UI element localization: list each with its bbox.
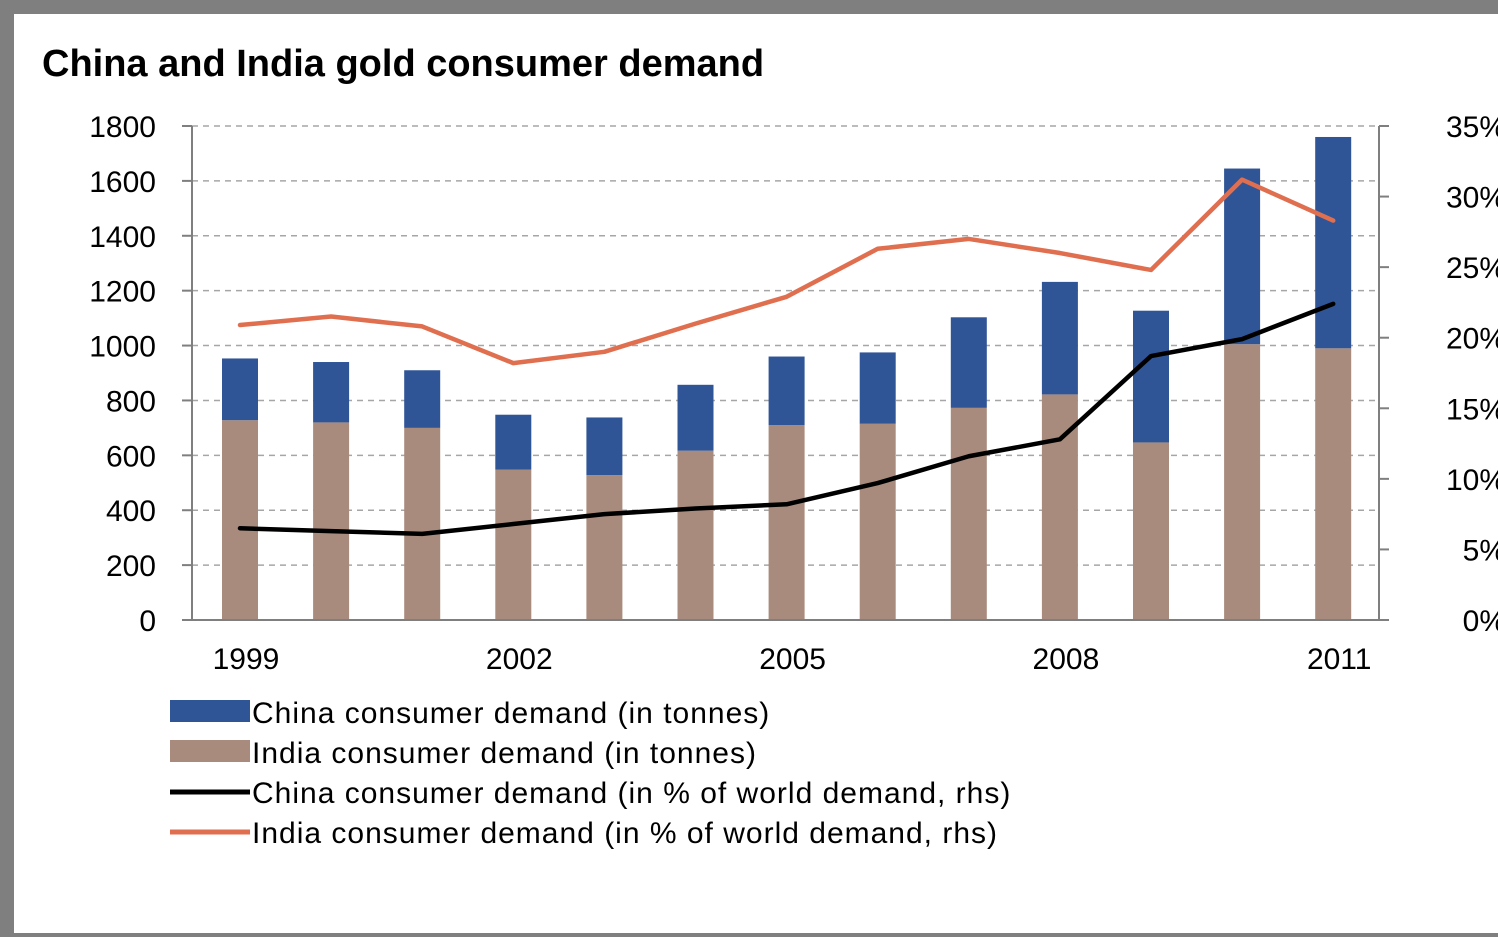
lines xyxy=(237,177,1336,537)
legend-swatch xyxy=(170,700,250,722)
x-tick-label: 2005 xyxy=(759,643,826,676)
bar-china xyxy=(404,370,441,428)
bar-china xyxy=(313,362,350,423)
bar-china xyxy=(495,414,532,470)
bar-china xyxy=(768,356,805,426)
bar-china xyxy=(677,384,714,451)
bar-india xyxy=(1224,344,1261,620)
bar-india xyxy=(1133,442,1169,620)
y-left-tick-label: 1600 xyxy=(89,166,156,199)
axes xyxy=(182,125,1389,621)
y-left-tick-label: 600 xyxy=(106,440,156,473)
legend-label: India consumer demand (in % of world dem… xyxy=(252,817,998,850)
y-left-tick-label: 1000 xyxy=(89,331,156,364)
bar-india xyxy=(495,469,532,620)
y-right-tick-label: 20% xyxy=(1446,323,1498,356)
line-india-share xyxy=(237,177,1336,366)
y-right-tick-label: 5% xyxy=(1463,534,1498,567)
bar-india xyxy=(313,422,350,620)
chart: China and India gold consumer demand 0 20… xyxy=(42,43,1498,850)
bar-china xyxy=(1133,310,1169,443)
bar-india xyxy=(768,425,805,620)
bar-china xyxy=(859,352,896,424)
y-right-tick-label: 30% xyxy=(1446,182,1498,215)
x-tick-label: 2002 xyxy=(486,643,553,676)
bar-india xyxy=(586,475,623,620)
bar-india xyxy=(222,420,258,620)
y-left-tick-label: 400 xyxy=(106,495,156,528)
y-left-tick-label: 0 xyxy=(139,605,156,638)
chart-title: China and India gold consumer demand xyxy=(42,43,764,85)
bar-china xyxy=(586,417,623,476)
bar-china xyxy=(1315,136,1352,349)
bar-china xyxy=(1041,281,1078,395)
legend: China consumer demand (in tonnes) India c… xyxy=(170,697,1011,850)
legend-label: China consumer demand (in % of world dem… xyxy=(252,777,1011,810)
line-china-share xyxy=(237,301,1336,537)
x-tick-label: 1999 xyxy=(213,643,280,676)
y-right-tick-label: 25% xyxy=(1446,252,1498,285)
tick-labels: 0 200 400 600 800 1000 1200 1400 1600 1800 0% 5% 10%… xyxy=(89,111,1498,676)
legend-label: China consumer demand (in tonnes) xyxy=(252,697,770,730)
y-left-tick-label: 1200 xyxy=(89,276,156,309)
legend-label: India consumer demand (in tonnes) xyxy=(252,737,757,770)
y-left-tick-label: 1400 xyxy=(89,221,156,254)
x-tick-label: 2008 xyxy=(1033,643,1100,676)
bar-india xyxy=(677,450,714,620)
bar-india xyxy=(950,407,987,620)
y-left-tick-label: 800 xyxy=(106,385,156,418)
y-right-tick-label: 0% xyxy=(1463,605,1498,638)
y-right-tick-label: 10% xyxy=(1446,464,1498,497)
legend-swatch xyxy=(170,740,250,762)
bar-india xyxy=(404,427,441,620)
y-left-tick-label: 1800 xyxy=(89,111,156,144)
bar-china xyxy=(222,358,258,421)
bar-india xyxy=(1041,394,1078,620)
y-right-tick-label: 15% xyxy=(1446,393,1498,426)
bar-india xyxy=(1315,348,1352,620)
x-tick-label: 2011 xyxy=(1307,643,1372,676)
bar-china xyxy=(950,317,987,408)
bar-india xyxy=(859,423,896,620)
bars xyxy=(222,136,1352,620)
y-right-tick-label: 35% xyxy=(1446,111,1498,144)
y-left-tick-label: 200 xyxy=(106,550,156,583)
bar-china xyxy=(1224,168,1261,345)
